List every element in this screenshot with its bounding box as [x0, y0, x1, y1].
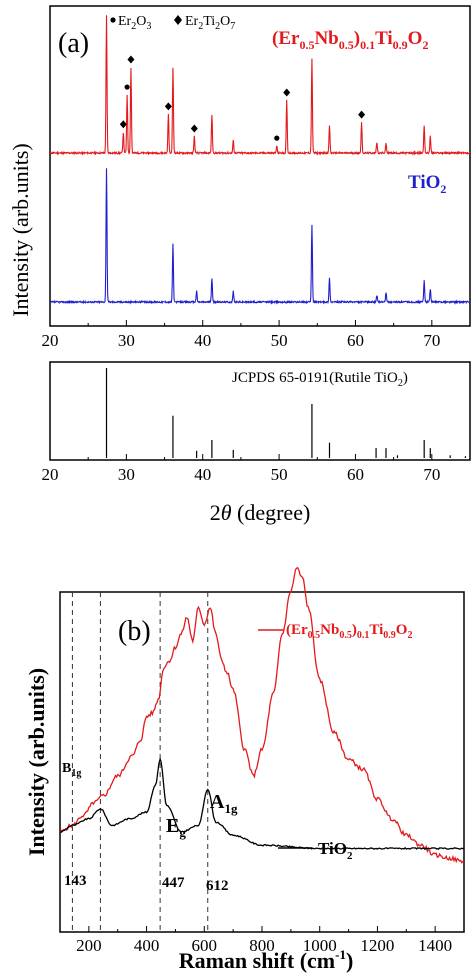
x-tick-label: 20	[42, 331, 59, 350]
xrd-ylabel: Intensity (arb.units)	[8, 143, 33, 317]
x-tick-label: 60	[347, 331, 364, 350]
peak-label-eg: Eg	[166, 815, 186, 840]
legend-tio2-text: TiO2	[318, 839, 353, 862]
position-label-447: 447	[162, 875, 185, 891]
reference-lines	[105, 368, 467, 458]
series-label-doped: (Er0.5Nb0.5)0.1Ti0.9O2	[272, 28, 428, 52]
peak-label-b1g: B1g	[62, 761, 81, 779]
x-tick-label: 600	[192, 936, 218, 955]
xrd-phase-markers	[119, 55, 366, 141]
x-tick-label: 70	[423, 331, 440, 350]
raman-ylabel: Intensity (arb.units)	[24, 668, 49, 856]
x-tick-label: 1400	[418, 936, 452, 955]
x-tick-label: 60	[347, 465, 364, 484]
panel-a: (a) Er2O3 Er2Ti2O7 (Er0.5Nb0.5)0.1Ti0.9O…	[8, 5, 471, 525]
panel-a-upper-frame	[49, 5, 471, 327]
legend-doped-text: (Er0.5Nb0.5)0.1Ti0.9O2	[286, 622, 412, 641]
x-tick-label: 400	[134, 936, 160, 955]
x-tick-label: 30	[118, 465, 135, 484]
x-tick-label: 200	[76, 936, 102, 955]
x-tick-label: 1200	[360, 936, 394, 955]
position-label-143: 143	[64, 873, 87, 889]
legend-er2ti2o7-text: Er2Ti2O7	[185, 14, 235, 32]
er2o3-marker	[274, 135, 280, 141]
x-tick-label: 1000	[303, 936, 337, 955]
reference-label: JCPDS 65-0191(Rutile TiO2)	[232, 370, 408, 389]
raman-x-ticks: 200 400 600 800 1000 1200 1400	[76, 926, 452, 955]
er2ti2o7-marker	[119, 120, 127, 129]
xrd-doped-series	[49, 15, 471, 156]
er2ti2o7-marker	[358, 110, 366, 119]
position-label-612: 612	[206, 878, 229, 894]
x-tick-label: 20	[42, 465, 59, 484]
panel-a-lower-frame	[49, 361, 471, 461]
er2ti2o7-marker	[190, 124, 198, 133]
legend-dot-marker	[110, 17, 116, 23]
legend-diamond-marker	[174, 15, 182, 25]
x-tick-label: 30	[118, 331, 135, 350]
er2ti2o7-marker	[283, 88, 291, 97]
panel-b-label: (b)	[118, 616, 151, 647]
er2ti2o7-marker	[164, 102, 172, 111]
series-label-tio2-a: TiO2	[408, 172, 446, 196]
raman-xlabel: Raman shift (cm-1)	[179, 947, 354, 973]
xrd-lower-x-ticks: 20 30 40 50 60 70	[42, 454, 471, 484]
x-tick-label: 40	[194, 465, 211, 484]
x-tick-label: 40	[194, 331, 211, 350]
x-tick-label: 50	[271, 331, 288, 350]
xrd-xlabel: 2θ (degree)	[210, 500, 311, 525]
raman-dashed-guides	[71, 592, 209, 932]
peak-label-a1g: A1g	[210, 791, 238, 816]
x-tick-label: 70	[423, 465, 440, 484]
raman-doped-series	[59, 566, 465, 864]
er2ti2o7-marker	[127, 55, 135, 64]
panel-b: (b) (Er0.5Nb0.5)0.1Ti0.9O2 TiO2 B1g Eg A…	[24, 566, 465, 973]
xrd-upper-x-ticks: 20 30 40 50 60 70	[42, 320, 471, 350]
legend-er2o3-text: Er2O3	[118, 14, 151, 32]
x-tick-label: 50	[271, 465, 288, 484]
xrd-tio2-series	[49, 168, 471, 305]
raman-tio2-series	[59, 756, 465, 850]
panel-a-label: (a)	[58, 28, 89, 59]
raman-legend: (Er0.5Nb0.5)0.1Ti0.9O2 TiO2	[258, 622, 412, 862]
x-tick-label: 800	[249, 936, 275, 955]
er2o3-marker	[124, 84, 130, 90]
marker-legend: Er2O3 Er2Ti2O7	[110, 14, 235, 32]
